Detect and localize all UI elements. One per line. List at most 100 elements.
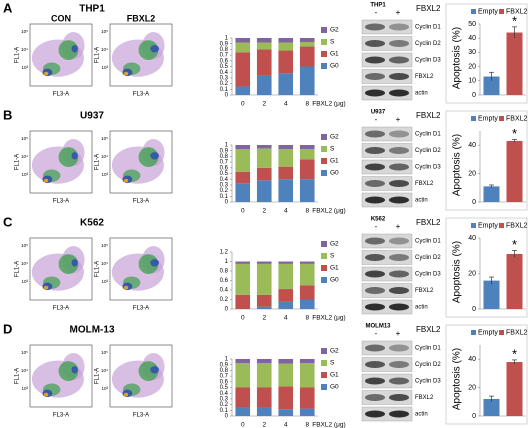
band-label: FBXL2 <box>415 181 434 187</box>
band-label: actin <box>415 91 428 97</box>
legend-label: G1 <box>330 158 339 165</box>
y-tick-label: 0.9 <box>220 148 229 154</box>
legend-label: S <box>330 360 335 367</box>
bar <box>483 398 500 416</box>
y-tick-label: 0.4 <box>220 391 229 397</box>
flow-x-label: FL3-A <box>133 306 149 312</box>
legend-swatch <box>321 277 327 283</box>
cell-line-title: K562 <box>80 218 104 229</box>
legend-swatch <box>321 170 327 176</box>
x-tick-label: 2 <box>262 315 266 322</box>
band-label: Cyclin D2 <box>415 148 441 154</box>
legend-swatch <box>321 63 327 69</box>
bar-segment <box>299 179 315 202</box>
plot-frame <box>445 110 528 211</box>
bar-segment <box>278 73 294 95</box>
flow-y-label: FL1-A <box>95 47 101 63</box>
flow-y-label: FL1-A <box>15 368 21 384</box>
blot-band <box>365 130 385 138</box>
band-label: FBXL2 <box>415 288 434 294</box>
legend-swatch <box>321 253 327 259</box>
blot-band <box>365 40 385 47</box>
y-tick-label: 0 <box>225 93 229 99</box>
legend-label: FBXL2 <box>506 8 528 15</box>
bar-segment <box>235 38 251 43</box>
bar <box>483 76 500 95</box>
x-tick-label: 0 <box>241 208 245 215</box>
bar-segment <box>278 179 294 202</box>
flow-density <box>58 254 79 274</box>
bar-segment <box>235 52 251 87</box>
flow-tick-label: 10⁵ <box>21 243 28 248</box>
bar-segment <box>278 50 294 74</box>
blot-band <box>365 196 385 204</box>
bar-segment <box>256 148 272 168</box>
bar-segment <box>235 42 251 53</box>
bar-segment <box>299 362 315 388</box>
flow-tick-label: 10³ <box>21 65 28 70</box>
flow-density <box>71 45 78 53</box>
blot-strip <box>361 373 413 389</box>
flow-density <box>58 361 79 381</box>
band-label: Cyclin D2 <box>415 362 441 368</box>
y-tick-label: 1 <box>225 259 229 265</box>
y-tick-label: 0.1 <box>220 87 229 93</box>
bar-segment <box>278 409 294 416</box>
flow-tick-label: 10⁴ <box>21 154 28 159</box>
bar-segment <box>278 301 294 309</box>
blot-strip <box>361 266 413 282</box>
y-tick-label: 10 <box>468 78 476 85</box>
blot-band <box>389 394 409 401</box>
blot-band <box>389 287 409 294</box>
legend-label: FBXL2 <box>506 329 528 336</box>
legend-label: G1 <box>330 372 339 379</box>
flow-density <box>71 366 78 374</box>
legend-label: G2 <box>330 348 339 355</box>
band-label: actin <box>415 198 428 204</box>
legend-swatch <box>471 9 476 14</box>
flow-y-label: FL1-A <box>15 154 21 170</box>
blot-band <box>389 344 409 352</box>
bar <box>483 186 500 202</box>
blot-strip <box>361 176 413 191</box>
y-tick-label: 0.9 <box>220 41 229 47</box>
y-tick-label: 0 <box>472 413 476 420</box>
legend-label: S <box>330 253 335 260</box>
y-tick-label: 40 <box>468 35 476 42</box>
flow-y-label: FL1-A <box>95 261 101 277</box>
legend-label: G0 <box>330 170 339 177</box>
blot-band <box>389 254 409 261</box>
bar-segment <box>278 359 294 364</box>
flow-tick-label: 10⁵ <box>101 243 108 248</box>
treatment-label: FBXL2 <box>416 111 441 120</box>
blot-strip <box>361 69 413 84</box>
bar-segment <box>235 148 251 172</box>
flow-tick-label: 10⁵ <box>101 350 108 355</box>
bar-segment <box>299 159 315 180</box>
bar-segment <box>299 261 315 264</box>
blot-strip <box>361 406 413 422</box>
flow-density <box>43 71 49 76</box>
bar-segment <box>278 166 294 180</box>
panel-letter: A <box>3 0 13 15</box>
significance-mark: * <box>512 237 517 252</box>
flow-tick-label: 10⁴ <box>21 47 28 52</box>
legend-swatch <box>321 384 327 390</box>
legend-swatch <box>471 223 476 228</box>
blot-strip <box>361 283 413 298</box>
y-tick-label: 40 <box>468 235 476 242</box>
blot-band <box>365 56 385 64</box>
flow-density <box>150 366 159 374</box>
band-label: actin <box>415 305 428 311</box>
legend-swatch <box>321 51 327 57</box>
y-tick-label: 40 <box>468 356 476 363</box>
significance-mark: * <box>512 126 517 141</box>
plot-frame <box>445 3 528 104</box>
y-tick-label: 20 <box>468 384 476 391</box>
legend-swatch <box>471 330 476 335</box>
blot-band <box>365 410 385 418</box>
blot-band <box>389 56 409 64</box>
cell-line-title: U937 <box>80 111 104 122</box>
legend-swatch <box>321 27 327 33</box>
x-axis-label: FBXL2 (μg) <box>312 422 345 428</box>
